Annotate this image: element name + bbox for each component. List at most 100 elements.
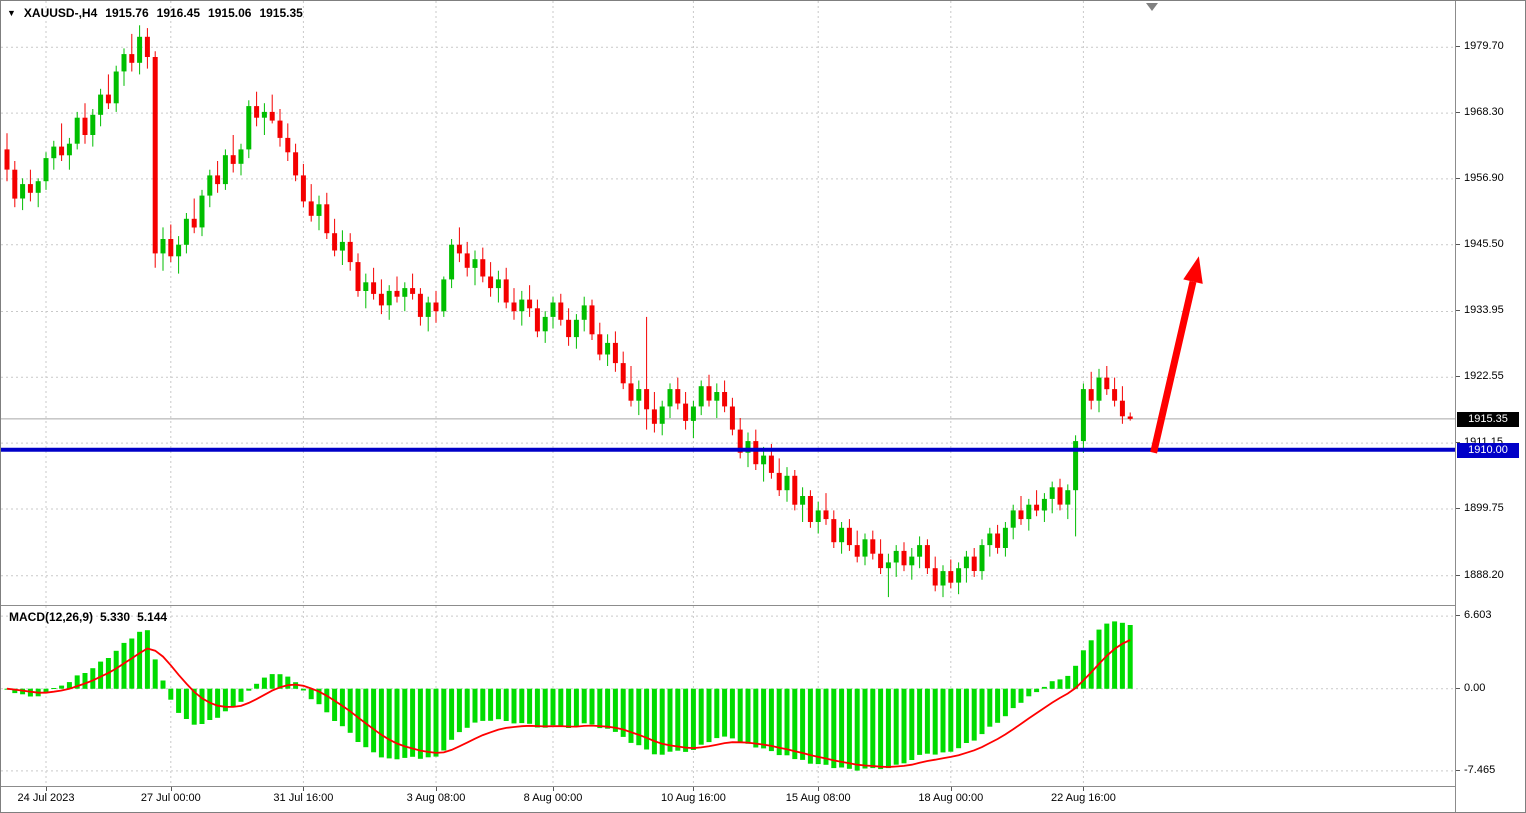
axis-tick [1456,376,1460,378]
bear-candle [737,429,743,453]
macd-histogram-bar [316,688,322,705]
bear-candle [511,302,517,312]
macd-histogram-bar [472,688,478,723]
macd-histogram-bar [550,688,556,726]
macd-histogram-bar [963,688,969,743]
macd-histogram-bar [137,631,143,689]
macd-histogram-bar [269,674,275,689]
bull-candle [605,342,611,355]
bull-candle [893,550,899,563]
macd-histogram-bar [768,688,774,752]
macd-histogram-bar [558,688,564,726]
macd-histogram-bar [1057,679,1063,689]
axis-tick [1456,769,1460,771]
symbol-dropdown-icon[interactable]: ▼ [7,7,16,18]
axis-tick [1456,687,1460,689]
pane-separator[interactable] [1,786,1525,787]
price-chart-pane[interactable] [1,1,1455,604]
macd-histogram-bar [285,676,291,689]
bear-candle [644,389,650,410]
macd-histogram-bar [511,688,517,724]
macd-histogram-bar [74,675,80,689]
bear-candle [1104,377,1110,390]
bull-candle [761,455,767,465]
macd-histogram-bar [43,688,49,693]
bear-candle [12,169,18,199]
macd-histogram-bar [1073,665,1079,689]
bear-candle [706,386,712,401]
macd-histogram-bar [215,688,221,718]
time-axis-tick [553,787,554,791]
trend-arrow[interactable] [1150,280,1197,454]
bull-candle [238,149,244,164]
bear-candle [729,406,735,430]
bear-candle [27,184,33,193]
bear-candle [534,308,540,332]
indicator-label: MACD(12,26,9) 5.330 5.144 [9,610,167,624]
macd-histogram-bar [729,688,735,739]
bull-candle [698,386,704,407]
bull-candle [839,527,845,543]
time-axis[interactable]: 24 Jul 2023 27 Jul 00:00 31 Jul 16:00 3 Aug… [1,787,1455,812]
macd-histogram-bar [1034,688,1040,693]
bear-candle [324,204,330,234]
bear-candle [995,533,1001,548]
macd-histogram-bar [51,688,57,689]
macd-histogram-bar [82,673,88,689]
macd-histogram-bar [597,688,603,729]
macd-histogram-bar [987,688,993,727]
bear-candle [456,244,462,254]
bear-candle [59,146,65,156]
macd-histogram-bar [534,688,540,728]
price-axis[interactable]: 1979.70 1968.30 1956.90 1945.50 1933.95 1922.… [1455,1,1525,812]
macd-histogram-bar [183,688,189,719]
macd-histogram-bar [971,688,977,741]
time-axis-label: 8 Aug 00:00 [523,792,583,804]
bear-candle [924,545,930,569]
macd-histogram-bar [636,688,642,746]
macd-indicator-pane[interactable] [1,606,1455,786]
bear-candle [753,441,759,465]
bear-candle [776,472,782,491]
macd-histogram-bar [1002,688,1008,717]
bull-candle [425,302,431,317]
bear-candle [675,389,681,404]
macd-histogram-bar [480,688,486,721]
bear-candle [722,392,728,407]
bull-candle [1080,389,1086,442]
bear-candle [4,149,10,170]
low-value: 1915.06 [208,6,252,20]
bear-candle [683,403,689,421]
macd-histogram-bar [355,688,361,742]
bull-candle [472,259,478,268]
macd-histogram-bar [1049,681,1055,689]
macd-histogram-bar [332,688,338,721]
hline-price-tag[interactable]: 1910.00 [1457,442,1519,458]
macd-histogram-bar [503,688,509,721]
bull-candle [573,319,579,338]
axis-tick [1456,507,1460,509]
bear-candle [807,496,813,522]
macd-histogram-bar [948,688,954,752]
bull-candle [121,54,127,72]
trend-arrow-head[interactable] [1183,256,1203,284]
chart-shift-marker-icon[interactable] [1146,3,1158,11]
macd-histogram-bar [683,688,689,752]
bear-candle [355,262,361,291]
bear-candle [768,455,774,473]
open-value: 1915.76 [105,6,149,20]
bear-candle [566,319,572,338]
macd-histogram-bar [690,688,696,750]
macd-histogram-bar [199,688,205,724]
bear-candle [394,290,400,297]
pane-separator[interactable] [1,605,1525,606]
bear-candle [831,519,837,543]
bear-candle [277,120,283,138]
macd-histogram-bar [425,688,431,758]
macd-histogram-bar [152,659,158,689]
macd-histogram-bar [246,688,252,691]
macd-histogram-bar [846,688,852,769]
macd-histogram-bar [277,674,283,689]
bull-candle [386,290,392,306]
macd-histogram-bar [932,688,938,755]
